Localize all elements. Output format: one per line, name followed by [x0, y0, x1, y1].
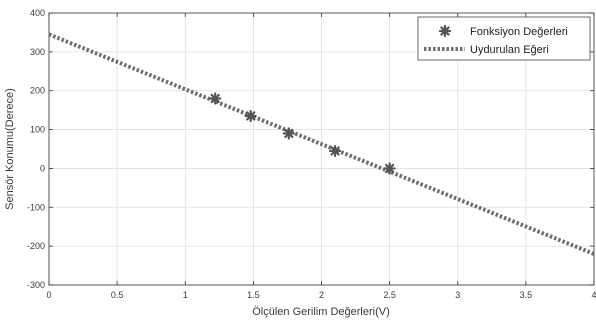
- x-tick-label: 2: [319, 290, 324, 300]
- series-layer: [48, 32, 595, 256]
- y-tick-label: 400: [30, 8, 45, 18]
- data-point: [282, 127, 295, 140]
- y-axis-label: Sensör Konumu(Derece): [4, 88, 16, 210]
- ticks: 0 0.5 1 1.5 2 2.5 3 3.5 4 400 300 200 100 0 -100 -200 -3…: [27, 8, 596, 300]
- data-point: [329, 144, 342, 158]
- legend: Fonksiyon Değerleri Uydurulan Eğeri: [417, 16, 591, 61]
- data-point: [244, 109, 257, 123]
- legend-box: [417, 16, 591, 61]
- legend-label-series-2: Uydurulan Eğeri: [470, 44, 549, 56]
- x-tick-label: 2.5: [383, 290, 396, 300]
- x-tick-label: 0.5: [111, 290, 124, 300]
- legend-asterisk: [438, 24, 452, 38]
- y-tick-label: 0: [40, 163, 45, 173]
- x-axis-label: Ölçülen Gerilim Değerleri(V): [252, 306, 390, 318]
- legend-label-series-1: Fonksiyon Değerleri: [470, 26, 568, 38]
- y-tick-label: -200: [27, 241, 45, 251]
- x-tick-label: 3: [455, 290, 460, 300]
- y-tick-label: 100: [30, 125, 45, 135]
- data-point: [383, 162, 396, 175]
- x-tick-label: 3.5: [520, 290, 533, 300]
- fit-line: [48, 32, 595, 256]
- y-tick-label: -300: [27, 280, 45, 290]
- y-tick-label: 200: [30, 86, 45, 96]
- data-point: [209, 92, 222, 105]
- x-tick-label: 0: [46, 290, 51, 300]
- x-tick-label: 1: [183, 290, 188, 300]
- legend-marker-icon: [438, 24, 452, 38]
- y-tick-label: 300: [30, 47, 45, 57]
- y-tick-label: -100: [27, 202, 45, 212]
- x-tick-label: 4: [591, 290, 596, 300]
- x-tick-label: 1.5: [247, 290, 260, 300]
